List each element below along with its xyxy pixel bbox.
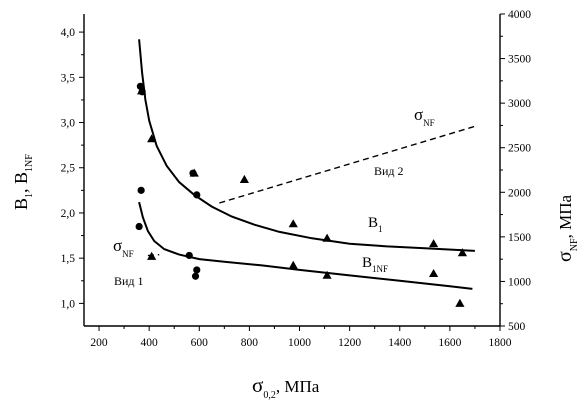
axes-layer: 200 400 600 800 1000 1200 1400 1600 1800 1,0 1,5 2,… [61, 9, 532, 349]
x-tick-label: 1800 [489, 337, 512, 349]
triangle-point [457, 248, 468, 257]
b1nf-curve-label: B1NF [362, 255, 388, 274]
x-tick-label: 600 [191, 337, 209, 349]
triangle-point [455, 298, 465, 307]
y-right-tick-label: 3500 [508, 54, 531, 66]
x-tick-label: 400 [141, 337, 159, 349]
y-left-tick-label: 3,0 [61, 118, 76, 130]
x-tick-label: 1400 [388, 337, 411, 349]
y-left-tick-label: 4,0 [61, 27, 76, 39]
circle-point [135, 222, 143, 231]
y-right-tick-label: 500 [508, 321, 526, 333]
y-right-tick-label: 2000 [508, 187, 531, 199]
triangle-point [322, 270, 332, 279]
y-left-tick-label: 2,0 [61, 208, 76, 220]
y-right-tick-label: 1000 [508, 276, 531, 288]
sigma-nf-label-left: σNF [113, 236, 134, 259]
sigma-nf-label-right: σNF [414, 105, 435, 128]
y-left-tick-label: 1,0 [61, 298, 76, 310]
series-layer [135, 39, 476, 307]
y-left-axis-title: B1, B1NF [11, 154, 35, 210]
triangle-point [288, 219, 298, 228]
b1-curve-label: B1 [368, 215, 383, 234]
circle-point [137, 186, 145, 194]
series-line-6 [219, 125, 476, 204]
y-right-tick-label: 3000 [508, 98, 531, 110]
circle-point [136, 82, 144, 90]
series-line-3 [138, 39, 475, 252]
y-left-tick-label: 2,5 [61, 163, 76, 175]
y-right-tick-label: 2500 [508, 143, 531, 155]
triangle-point [288, 260, 298, 269]
circle-point [193, 266, 201, 274]
x-axis-title: σ0,2, МПа [252, 373, 320, 401]
triangle-point [239, 174, 249, 183]
y-right-tick-label: 4000 [508, 9, 531, 21]
x-tick-label: 1000 [288, 337, 311, 349]
x-tick-label: 1200 [338, 337, 361, 349]
x-tick-label: 200 [90, 337, 108, 349]
series-line-5 [147, 254, 160, 257]
y-right-tick-label: 1500 [508, 232, 531, 244]
circle-point [191, 272, 200, 280]
circle-point [189, 169, 197, 177]
y-left-tick-label: 1,5 [61, 253, 76, 265]
y-left-tick-label: 3,5 [61, 72, 76, 84]
series-line-4 [138, 201, 473, 290]
x-tick-label: 800 [241, 337, 259, 349]
triangle-point [428, 268, 439, 277]
vid-2-label: Вид 2 [374, 164, 404, 178]
y-right-axis-title: σNF, МПа [554, 195, 580, 262]
x-tick-label: 1600 [438, 337, 461, 349]
vid-1-label: Вид 1 [114, 274, 144, 288]
triangle-point [428, 239, 439, 248]
